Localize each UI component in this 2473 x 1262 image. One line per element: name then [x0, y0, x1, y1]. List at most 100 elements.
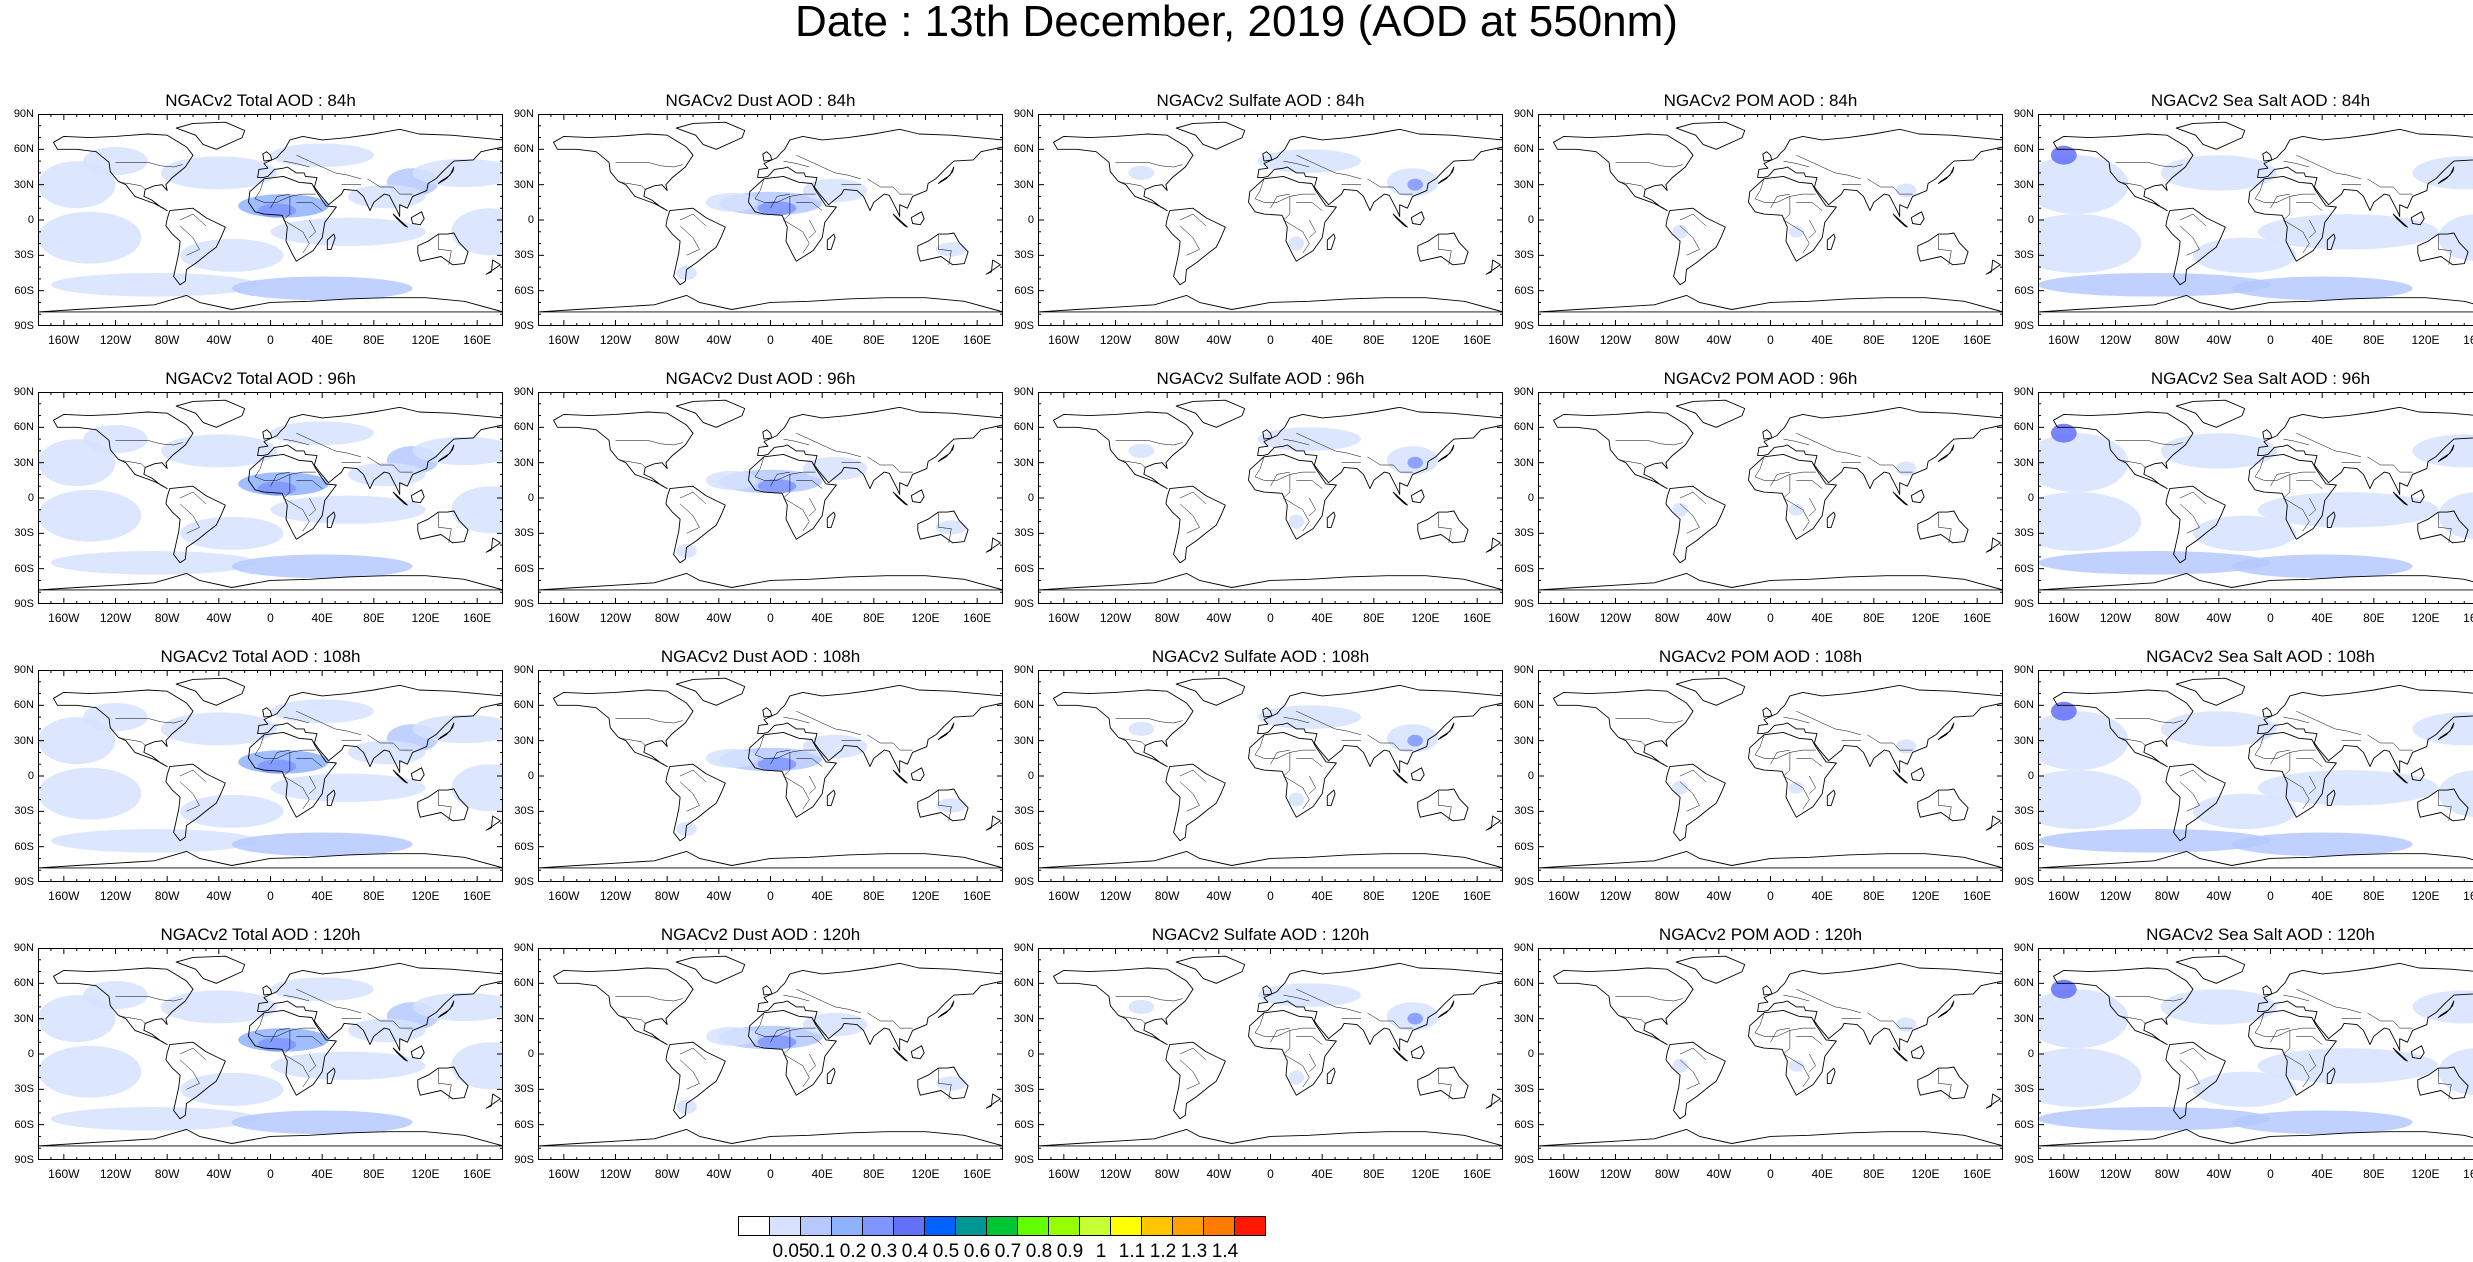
lat-label: 90N: [2008, 664, 2034, 676]
aod-field: [2038, 551, 2271, 575]
country-border: [1309, 498, 1315, 516]
country-border: [1938, 234, 1951, 265]
coastline: [2176, 956, 2245, 983]
coastline: [2038, 851, 2473, 868]
aod-field: [258, 1038, 297, 1052]
lon-label: 160E: [457, 890, 497, 902]
aod-field: [38, 490, 141, 542]
coastline: [1938, 445, 1954, 462]
country-border: [2283, 439, 2309, 445]
country-border: [2271, 472, 2290, 486]
coastline: [1038, 1129, 1503, 1146]
lon-label: 120W: [1596, 1168, 1636, 1180]
aod-field: [706, 471, 758, 490]
country-border: [1255, 179, 1316, 203]
lat-label: 60S: [2008, 285, 2034, 297]
country-border: [1180, 770, 1206, 782]
coastline: [1258, 407, 1503, 494]
country-border: [1809, 1054, 1815, 1072]
lat-label: 90S: [2008, 1154, 2034, 1166]
coastline: [2038, 295, 2473, 312]
colorbar-swatch: [1110, 1216, 1142, 1236]
lon-label: 0: [2251, 334, 2291, 346]
coastline: [676, 956, 745, 983]
coastline: [1554, 968, 1694, 1045]
world-map: [2038, 948, 2473, 1160]
aod-field: [2038, 492, 2141, 551]
coastline: [986, 816, 1000, 830]
aod-field: [1407, 179, 1423, 191]
lon-label: 160E: [1957, 334, 1997, 346]
country-border: [1180, 782, 1199, 811]
lat-label: 90S: [8, 876, 34, 888]
coastline: [1438, 167, 1454, 184]
aod-field: [2232, 1111, 2413, 1135]
country-border: [1180, 214, 1206, 226]
country-border: [616, 440, 683, 445]
lat-label: 90N: [508, 664, 534, 676]
lon-label: 80E: [1854, 1168, 1894, 1180]
map-svg: [538, 392, 1003, 604]
lat-label: 90N: [2008, 386, 2034, 398]
coastline: [2263, 152, 2272, 161]
coastline: [1554, 412, 1694, 489]
colorbar-swatch: [1203, 1216, 1235, 1236]
colorbar-label: 1.4: [1205, 1242, 1245, 1261]
country-border: [1180, 492, 1206, 504]
lat-label: 0: [2008, 492, 2034, 504]
lat-label: 0: [1508, 1048, 1534, 1060]
country-border: [1796, 202, 1822, 210]
coastline: [763, 986, 772, 995]
lon-label: 160E: [1457, 612, 1497, 624]
lat-label: 60S: [508, 563, 534, 575]
map-frame: [539, 949, 1003, 1160]
coastline: [1411, 490, 1424, 503]
lat-label: 0: [508, 492, 534, 504]
coastline: [538, 1129, 1003, 1146]
lat-label: 30S: [1508, 249, 1534, 261]
lat-label: 90N: [2008, 942, 2034, 954]
country-border: [2180, 226, 2199, 255]
lat-label: 90S: [508, 320, 534, 332]
lat-label: 60N: [1508, 421, 1534, 433]
coastline: [2263, 708, 2272, 717]
country-border: [1116, 996, 1183, 1001]
lat-label: 60S: [508, 1119, 534, 1131]
lat-label: 0: [2008, 770, 2034, 782]
lon-label: 160W: [1544, 612, 1584, 624]
coastline: [176, 400, 245, 427]
coastline: [1486, 260, 1500, 274]
lon-label: 40W: [699, 890, 739, 902]
lat-label: 0: [8, 492, 34, 504]
colorbar-swatch: [769, 1216, 801, 1236]
lat-label: 60S: [2008, 563, 2034, 575]
lon-label: 40E: [302, 612, 342, 624]
coastline: [1918, 1067, 1968, 1099]
lon-label: 80W: [147, 890, 187, 902]
map-svg: [538, 948, 1003, 1160]
coastline: [1911, 490, 1924, 503]
coastline: [176, 956, 245, 983]
country-border: [1116, 718, 1183, 723]
lon-label: 80E: [354, 612, 394, 624]
aod-field: [451, 486, 503, 533]
coastline: [1676, 678, 1745, 705]
coastline: [1938, 167, 1954, 184]
aod-field: [2193, 794, 2296, 829]
lon-label: 120W: [2096, 1168, 2136, 1180]
lat-label: 60N: [1008, 699, 1034, 711]
map-frame: [1539, 949, 2003, 1160]
aod-field: [2413, 434, 2473, 467]
coastline: [554, 412, 694, 489]
aod-field: [2051, 424, 2077, 443]
map-svg: [1038, 670, 1503, 882]
lat-label: 90N: [8, 108, 34, 120]
coastline: [1763, 430, 1772, 439]
lat-label: 30N: [1508, 457, 1534, 469]
lon-label: 160E: [957, 1168, 997, 1180]
lon-label: 40W: [1699, 612, 1739, 624]
lat-label: 90S: [1008, 320, 1034, 332]
country-border: [2367, 179, 2412, 194]
